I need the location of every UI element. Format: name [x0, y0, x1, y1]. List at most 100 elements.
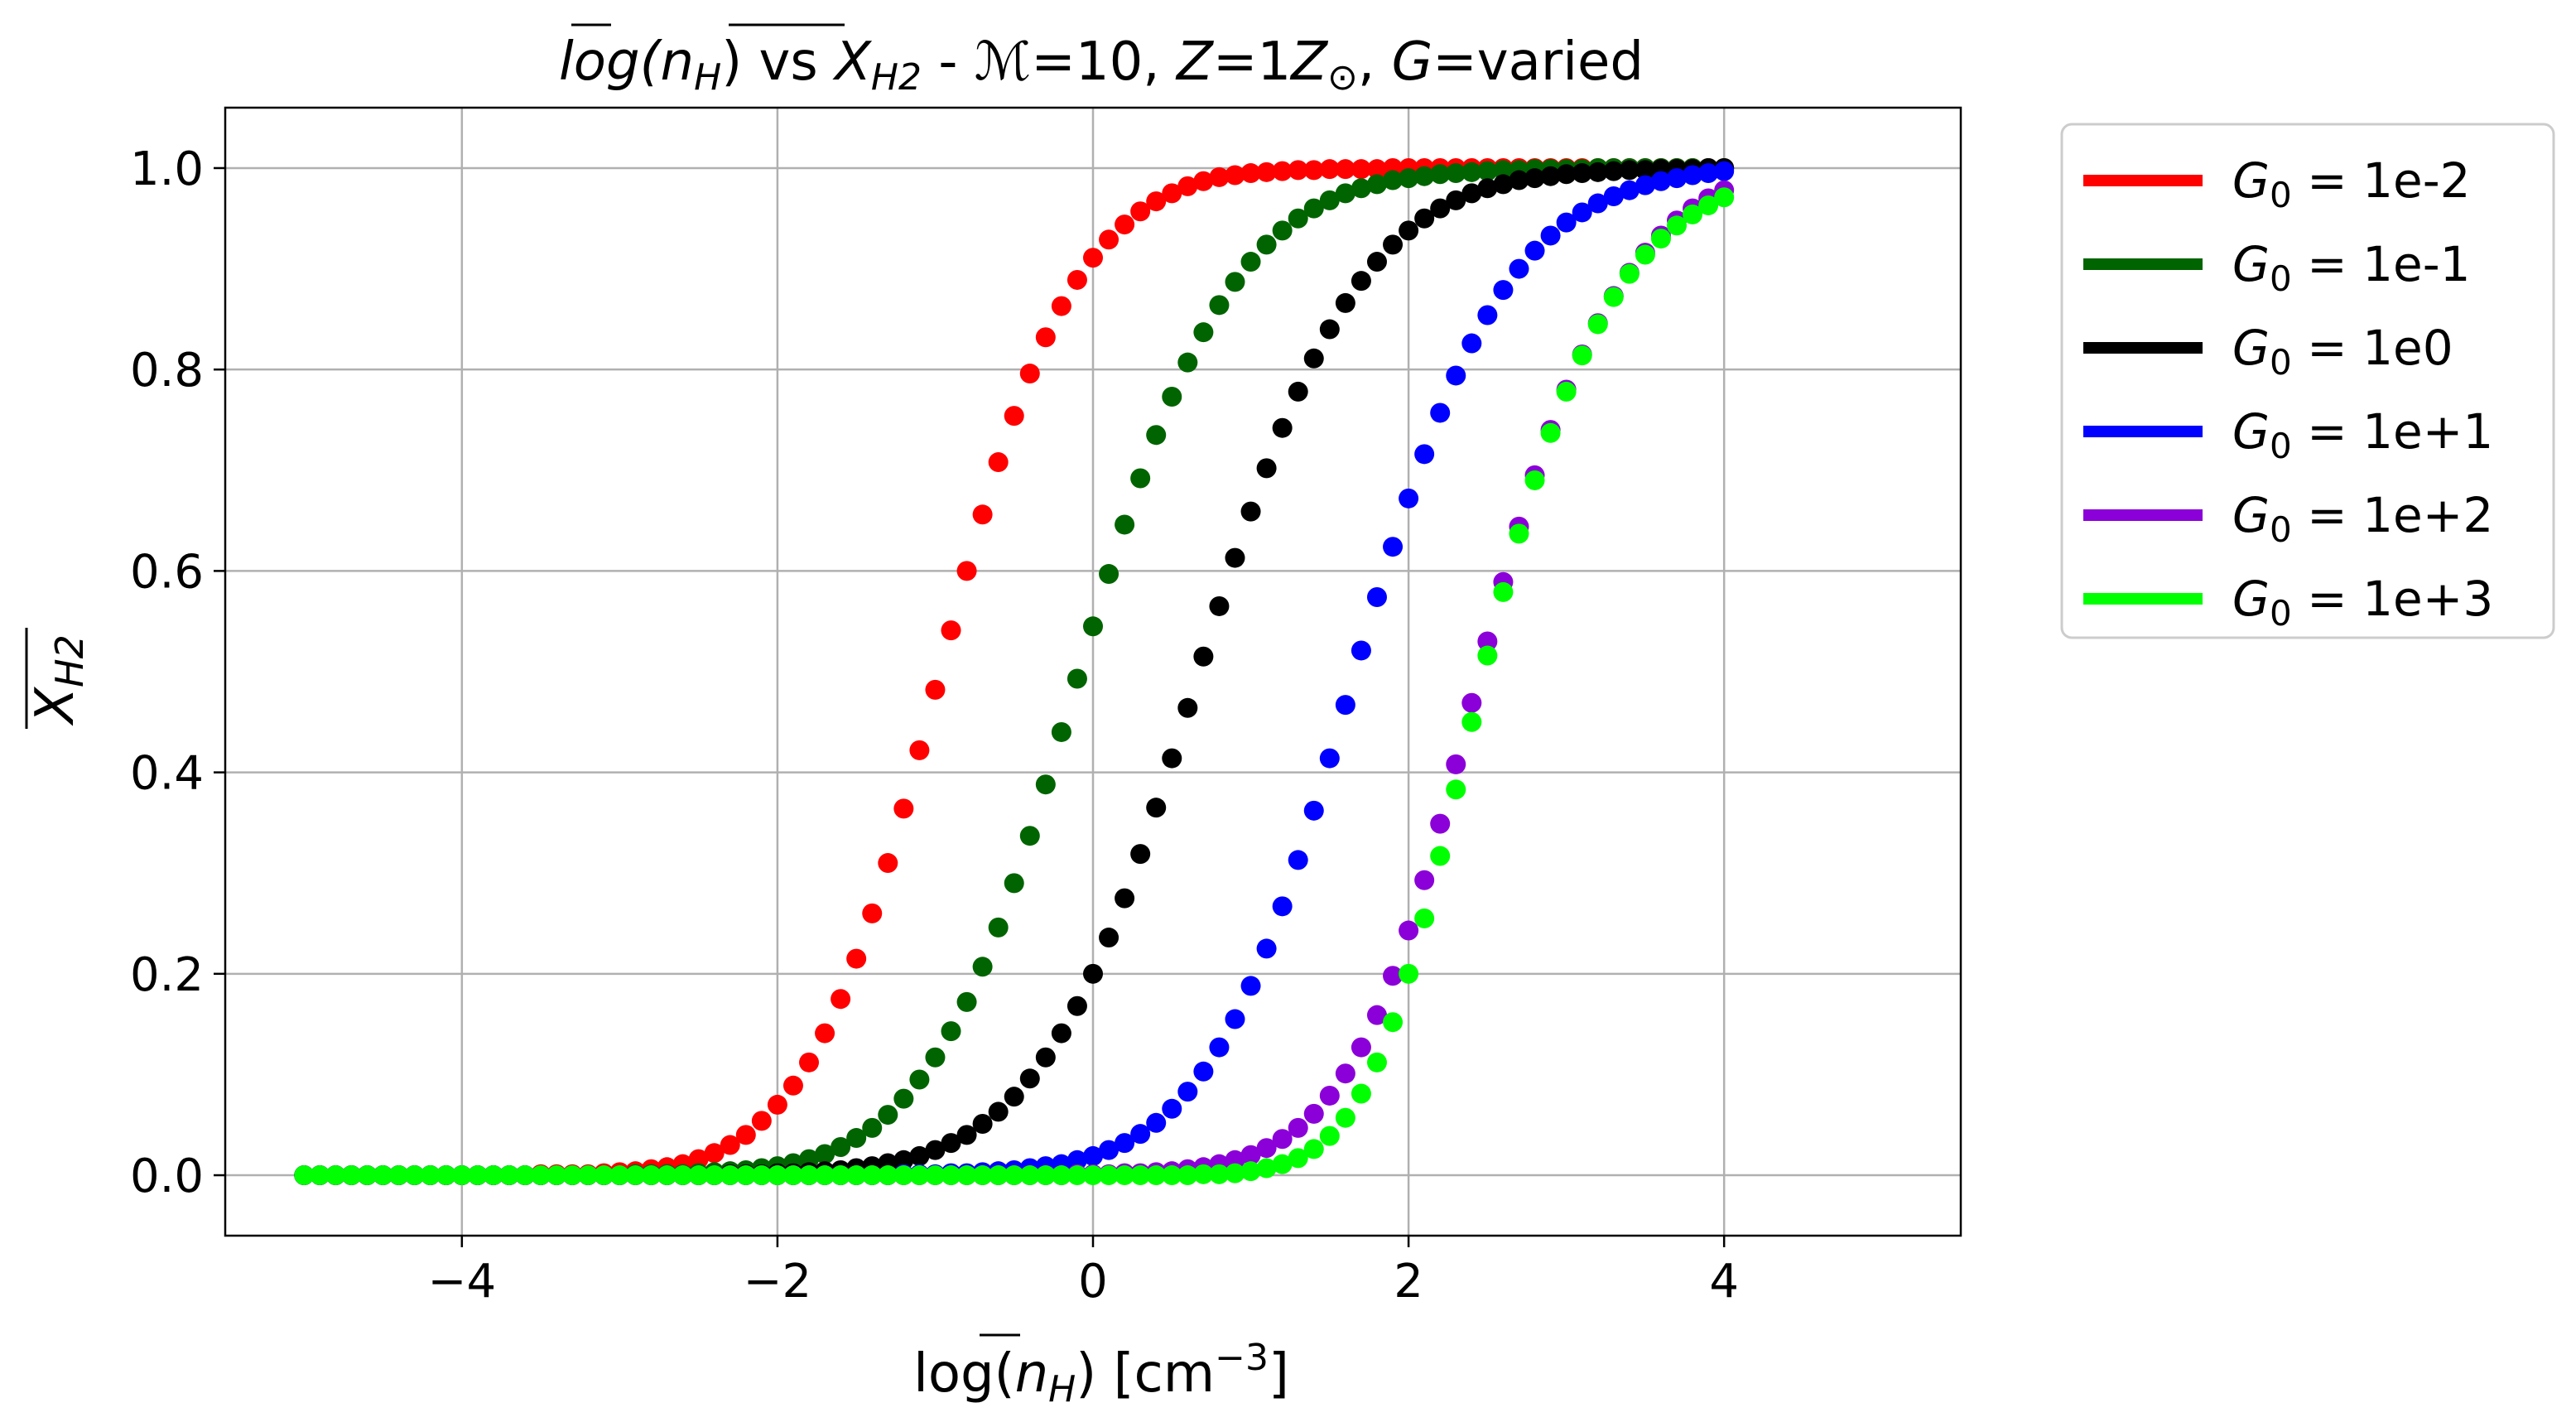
data-point: [1477, 178, 1498, 199]
data-point: [925, 679, 946, 700]
data-point: [815, 1144, 835, 1164]
data-point: [1493, 174, 1514, 195]
data-point: [767, 1165, 787, 1186]
data-point: [925, 1140, 946, 1160]
data-point: [1556, 212, 1577, 233]
data-point: [1162, 183, 1182, 204]
data-point: [1051, 1165, 1071, 1186]
data-point: [1146, 798, 1167, 818]
data-point: [1193, 322, 1214, 343]
data-point: [1366, 1005, 1387, 1025]
data-point: [1272, 161, 1293, 181]
y-tick-label: 0.4: [130, 747, 204, 801]
data-point: [1177, 697, 1198, 718]
data-point: [310, 1165, 330, 1186]
data-point: [1399, 220, 1419, 241]
data-point: [1162, 748, 1182, 769]
data-point: [531, 1165, 551, 1186]
data-point: [1240, 1145, 1261, 1165]
data-point: [1383, 170, 1404, 190]
legend-label: G0 = 1e+2: [2232, 487, 2493, 550]
data-point: [720, 1135, 740, 1155]
data-point: [1493, 581, 1514, 602]
data-point: [862, 903, 883, 923]
data-point: [1603, 161, 1624, 181]
data-point: [1083, 963, 1103, 984]
data-point: [1698, 163, 1719, 184]
data-point: [1477, 631, 1498, 652]
data-point: [1225, 1163, 1245, 1183]
data-point: [1446, 365, 1466, 386]
data-point: [1099, 564, 1119, 585]
data-point: [1540, 225, 1561, 246]
data-point: [1272, 417, 1293, 438]
legend-item-2: G0 = 1e-1: [2083, 236, 2471, 299]
data-point: [1004, 406, 1024, 427]
data-point: [1430, 198, 1451, 219]
data-point: [862, 1165, 883, 1186]
data-point: [972, 1165, 993, 1186]
data-point: [1209, 595, 1230, 616]
data-point: [878, 1105, 898, 1126]
data-point: [1572, 202, 1592, 223]
data-point: [1587, 314, 1608, 335]
data-point: [1414, 870, 1435, 890]
data-point: [1256, 458, 1277, 479]
data-point: [893, 798, 914, 819]
data-point: [1130, 844, 1151, 865]
data-point: [1162, 1098, 1182, 1119]
data-point: [436, 1165, 456, 1186]
data-point: [657, 1165, 677, 1186]
data-point: [1714, 187, 1735, 208]
data-point: [1477, 161, 1498, 181]
data-point: [846, 1128, 867, 1149]
data-point: [1067, 668, 1087, 689]
data-point: [1067, 1165, 1087, 1186]
data-point: [862, 1117, 883, 1138]
data-point: [1303, 198, 1324, 219]
data-point: [1399, 168, 1419, 189]
legend-item-3: G0 = 1e0: [2083, 320, 2453, 383]
data-point: [1240, 976, 1261, 996]
data-point: [1272, 1129, 1293, 1150]
data-point: [688, 1165, 709, 1186]
data-point: [1399, 920, 1419, 941]
data-point: [735, 1125, 756, 1145]
data-point: [1083, 616, 1103, 637]
data-point: [1366, 252, 1387, 272]
data-point: [1303, 348, 1324, 369]
data-point: [1067, 269, 1087, 290]
data-point: [688, 1149, 709, 1169]
data-point: [1461, 692, 1482, 713]
data-point: [1004, 873, 1024, 894]
data-point: [1667, 215, 1688, 236]
data-point: [1004, 1087, 1024, 1107]
data-point: [1619, 180, 1639, 200]
data-point: [767, 1094, 787, 1115]
data-point: [1509, 258, 1529, 279]
x-axis-ticks: −4 −2 0 2 4: [428, 1236, 1739, 1309]
data-point: [972, 957, 993, 977]
data-point: [1193, 171, 1214, 191]
data-point: [1667, 168, 1688, 189]
data-point: [1177, 1165, 1198, 1186]
data-point: [1572, 163, 1592, 184]
data-point: [1256, 1138, 1277, 1159]
data-point: [909, 1145, 930, 1166]
data-point: [1683, 165, 1703, 186]
data-point: [815, 1165, 835, 1186]
data-point: [1288, 160, 1308, 181]
data-point: [1256, 938, 1277, 959]
data-point: [1099, 1165, 1119, 1186]
series-6: [294, 187, 1735, 1186]
data-point: [1430, 813, 1451, 834]
data-point: [799, 1165, 820, 1186]
data-point: [1461, 333, 1482, 354]
data-point: [1366, 159, 1387, 180]
data-point: [1351, 159, 1371, 180]
data-point: [1335, 695, 1355, 716]
data-point: [1177, 1082, 1198, 1102]
data-point: [1524, 240, 1545, 261]
data-point: [1115, 1165, 1135, 1186]
data-point: [1256, 1158, 1277, 1179]
